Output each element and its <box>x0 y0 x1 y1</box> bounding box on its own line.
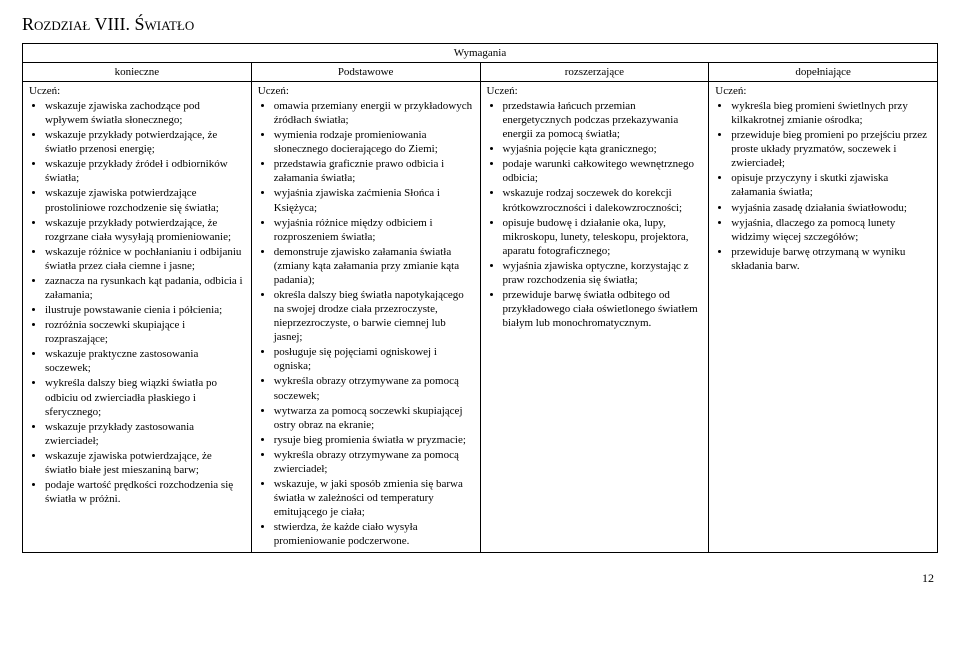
student-label: Uczeń: <box>487 85 703 97</box>
list-item: wyjaśnia zasadę działania światłowodu; <box>731 201 931 215</box>
list-item: wyjaśnia zjawiska optyczne, korzystając … <box>503 259 703 287</box>
list-item: wskazuje zjawiska potwierdzające prostol… <box>45 186 245 214</box>
list-item: wytwarza za pomocą soczewki skupiającej … <box>274 404 474 432</box>
list-item: wskazuje przykłady potwierdzające, że św… <box>45 128 245 156</box>
list-item: stwierdza, że każde ciało wysyła promien… <box>274 520 474 548</box>
list-item: wskazuje, w jaki sposób zmienia się barw… <box>274 477 474 519</box>
page-number: 12 <box>22 571 938 586</box>
chapter-title: Rozdział VIII. Światło <box>22 14 938 35</box>
list-item: wskazuje zjawiska zachodzące pod wpływem… <box>45 99 245 127</box>
list-item: opisuje przyczyny i skutki zjawiska zała… <box>731 171 931 199</box>
list-item: wskazuje przykłady zastosowania zwiercia… <box>45 420 245 448</box>
student-label: Uczeń: <box>258 85 474 97</box>
list-item: przewiduje bieg promieni po przejściu pr… <box>731 128 931 170</box>
list-item: wskazuje zjawiska potwierdzające, że świ… <box>45 449 245 477</box>
list-item: wskazuje różnice w pochłanianiu i odbija… <box>45 245 245 273</box>
student-label: Uczeń: <box>715 85 931 97</box>
list-item: podaje wartość prędkości rozchodzenia si… <box>45 478 245 506</box>
header-wymagania: Wymagania <box>23 44 938 63</box>
col-header-podstawowe: Podstawowe <box>251 63 480 82</box>
list-item: wskazuje przykłady źródeł i odbiorników … <box>45 157 245 185</box>
list-item: określa dalszy bieg światła napotykające… <box>274 288 474 344</box>
list-item: wyjaśnia różnice między odbiciem i rozpr… <box>274 216 474 244</box>
list-item: rozróżnia soczewki skupiające i rozprasz… <box>45 318 245 346</box>
cell-podstawowe: Uczeń: omawia przemiany energii w przykł… <box>251 82 480 553</box>
list-item: opisuje budowę i działanie oka, lupy, mi… <box>503 216 703 258</box>
requirements-table: Wymagania konieczne Podstawowe rozszerza… <box>22 43 938 553</box>
list-item: wykreśla dalszy bieg wiązki światła po o… <box>45 376 245 418</box>
col-header-konieczne: konieczne <box>23 63 252 82</box>
list-item: wskazuje rodzaj soczewek do korekcji kró… <box>503 186 703 214</box>
list-item: wykreśla obrazy otrzymywane za pomocą so… <box>274 374 474 402</box>
list-item: podaje warunki całkowitego wewnętrznego … <box>503 157 703 185</box>
cell-rozszerzajace: Uczeń: przedstawia łańcuch przemian ener… <box>480 82 709 553</box>
col-header-rozszerzajace: rozszerzające <box>480 63 709 82</box>
list-item: zaznacza na rysunkach kąt padania, odbic… <box>45 274 245 302</box>
list-item: przewiduje barwę światła odbitego od prz… <box>503 288 703 330</box>
list-item: rysuje bieg promienia światła w pryzmaci… <box>274 433 474 447</box>
list-item: demonstruje zjawisko załamania światła (… <box>274 245 474 287</box>
list-item: przedstawia łańcuch przemian energetyczn… <box>503 99 703 141</box>
list-rozszerzajace: przedstawia łańcuch przemian energetyczn… <box>487 99 703 330</box>
list-item: posługuje się pojęciami ogniskowej i ogn… <box>274 345 474 373</box>
list-podstawowe: omawia przemiany energii w przykładowych… <box>258 99 474 548</box>
list-item: wykreśla bieg promieni świetlnych przy k… <box>731 99 931 127</box>
list-item: przedstawia graficznie prawo odbicia i z… <box>274 157 474 185</box>
cell-konieczne: Uczeń: wskazuje zjawiska zachodzące pod … <box>23 82 252 553</box>
list-dopelniajace: wykreśla bieg promieni świetlnych przy k… <box>715 99 931 273</box>
list-item: ilustruje powstawanie cienia i półcienia… <box>45 303 245 317</box>
student-label: Uczeń: <box>29 85 245 97</box>
list-item: wymienia rodzaje promieniowania słoneczn… <box>274 128 474 156</box>
list-item: przewiduje barwę otrzymaną w wyniku skła… <box>731 245 931 273</box>
list-item: wskazuje przykłady potwierdzające, że ro… <box>45 216 245 244</box>
list-item: wykreśla obrazy otrzymywane za pomocą zw… <box>274 448 474 476</box>
list-item: wyjaśnia zjawiska zaćmienia Słońca i Ksi… <box>274 186 474 214</box>
cell-dopelniajace: Uczeń: wykreśla bieg promieni świetlnych… <box>709 82 938 553</box>
col-header-dopelniajace: dopełniające <box>709 63 938 82</box>
list-item: wskazuje praktyczne zastosowania soczewe… <box>45 347 245 375</box>
list-item: wyjaśnia pojęcie kąta granicznego; <box>503 142 703 156</box>
list-konieczne: wskazuje zjawiska zachodzące pod wpływem… <box>29 99 245 506</box>
list-item: wyjaśnia, dlaczego za pomocą lunety widz… <box>731 216 931 244</box>
list-item: omawia przemiany energii w przykładowych… <box>274 99 474 127</box>
